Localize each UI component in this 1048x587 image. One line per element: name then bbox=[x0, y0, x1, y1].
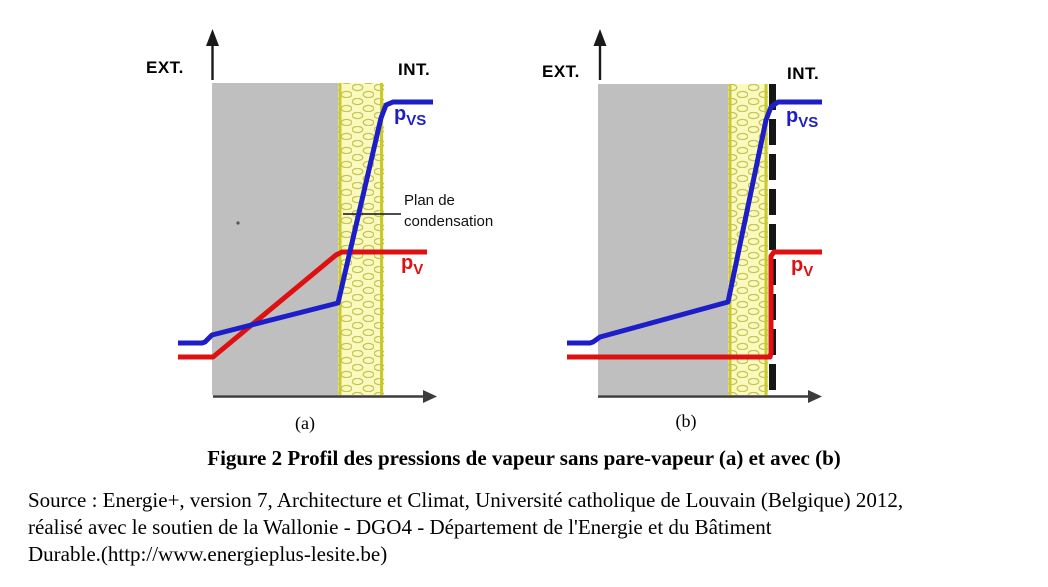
y-axis-arrowhead-b bbox=[593, 29, 607, 46]
diagram-b bbox=[567, 29, 822, 403]
int-label-b: INT. bbox=[787, 64, 820, 83]
pvs-label-b-base: p bbox=[786, 105, 799, 127]
x-axis-arrowhead-b bbox=[808, 390, 822, 403]
condensation-dot bbox=[236, 221, 240, 225]
source-line-3: Durable.(http://www.energieplus-lesite.b… bbox=[28, 542, 388, 566]
diagram-a bbox=[178, 29, 437, 403]
ext-label-b: EXT. bbox=[542, 62, 580, 81]
diagram-canvas bbox=[178, 29, 822, 403]
pv-label-a-base: p bbox=[401, 252, 414, 274]
pv-label-b-sub: V bbox=[803, 263, 814, 280]
pv-label-b-base: p bbox=[791, 254, 804, 276]
pv-label-a: pV bbox=[401, 253, 423, 280]
source-line-2: réalisé avec le soutien de la Wallonie -… bbox=[28, 515, 772, 539]
pv-curve-b bbox=[567, 249, 822, 360]
wall-layer-a bbox=[212, 83, 338, 395]
pvs-label-b: pVS bbox=[786, 106, 818, 133]
pvs-label-b-sub: VS bbox=[798, 114, 819, 131]
pvs-label-a-sub: VS bbox=[406, 112, 427, 129]
pv-label-a-sub: V bbox=[413, 261, 424, 278]
int-label-a: INT. bbox=[398, 60, 431, 79]
subfigure-label-b: (b) bbox=[675, 411, 697, 431]
subfigure-label-a: (a) bbox=[295, 413, 315, 433]
pvs-label-a: pVS bbox=[394, 104, 426, 131]
pvs-curve-b bbox=[567, 99, 822, 346]
y-axis-arrowhead-a bbox=[206, 29, 219, 46]
pvs-label-a-base: p bbox=[394, 103, 407, 125]
x-axis-arrowhead-a bbox=[423, 390, 437, 403]
pv-curve-a bbox=[178, 249, 427, 360]
annotation-line-1: Plan de bbox=[404, 192, 455, 209]
pv-label-b: pV bbox=[791, 255, 813, 282]
ext-label-a: EXT. bbox=[146, 58, 184, 77]
figure-caption: Figure 2 Profil des pressions de vapeur … bbox=[207, 446, 841, 470]
source-line-1: Source : Energie+, version 7, Architectu… bbox=[28, 488, 904, 512]
source-text: Source : Energie+, version 7, Architectu… bbox=[28, 487, 1040, 568]
pvs-curve-a bbox=[178, 99, 433, 346]
wall-layer-b bbox=[598, 84, 728, 395]
condensation-plane-annotation: Plan de condensation bbox=[404, 190, 493, 232]
annotation-line-2: condensation bbox=[404, 213, 494, 230]
